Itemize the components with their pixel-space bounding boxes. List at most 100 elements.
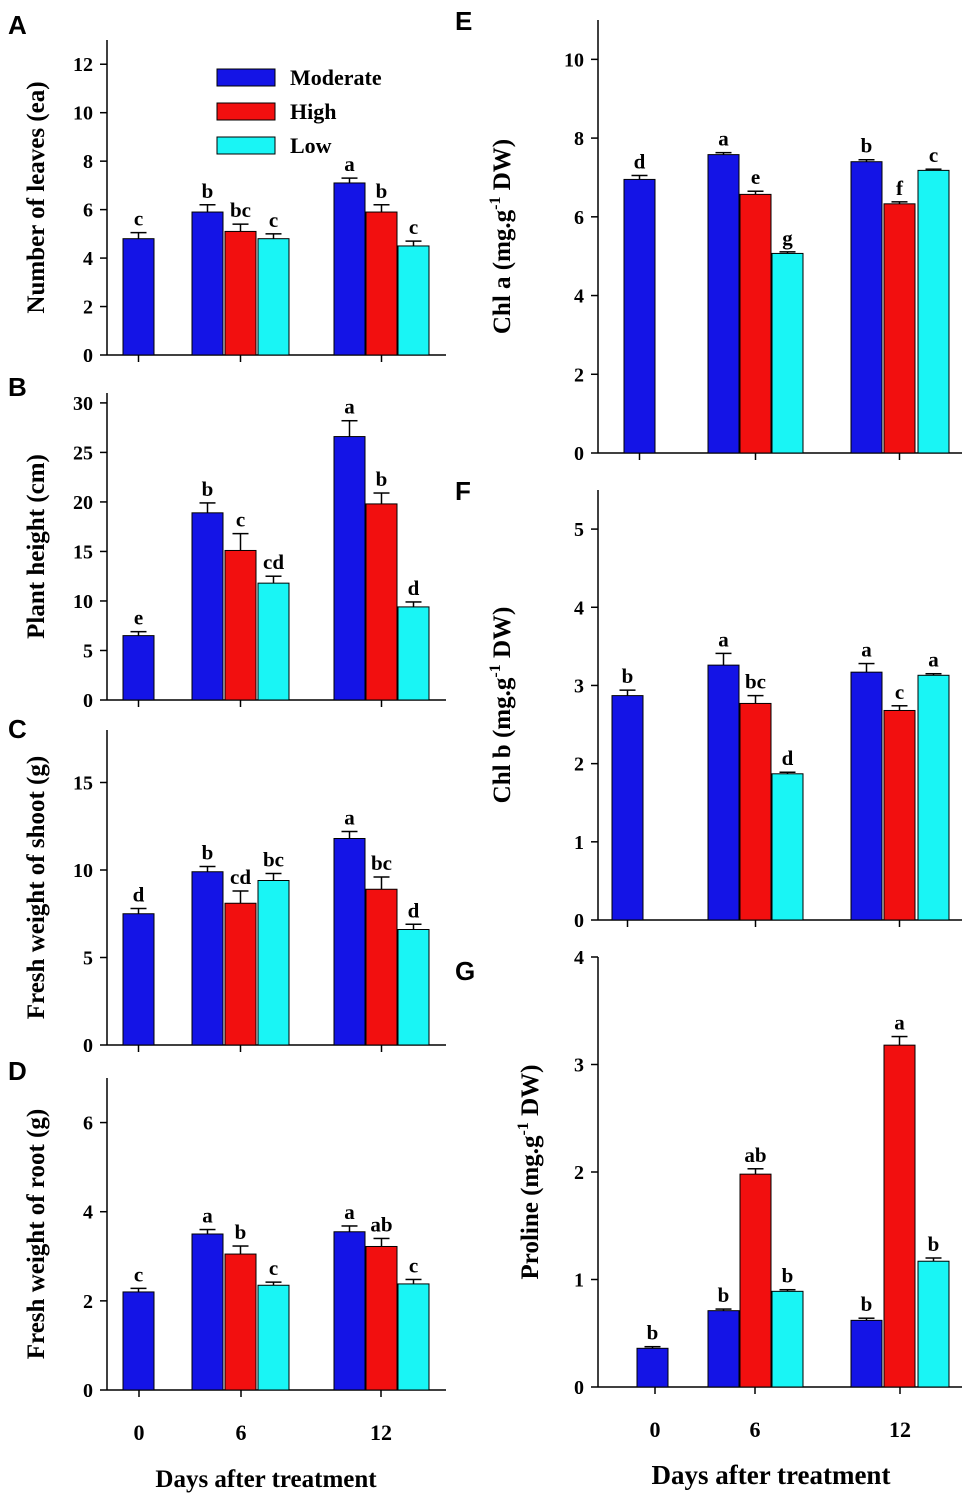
bar-high-day6 <box>739 702 772 921</box>
bar-moderate-day12 <box>850 1319 883 1388</box>
bar-moderate-day12 <box>850 161 883 454</box>
significance-letter: b <box>376 467 388 491</box>
y-tick-label: 10 <box>564 49 584 71</box>
bar-high-day6 <box>739 1173 772 1388</box>
significance-letter: d <box>133 883 145 907</box>
y-tick-label: 5 <box>83 640 93 662</box>
significance-letter: c <box>409 1253 418 1277</box>
bar-low-day12 <box>397 1283 430 1391</box>
bar-moderate-day0 <box>122 238 155 356</box>
y-tick-label: 12 <box>73 54 93 76</box>
bar-low-day12 <box>397 606 430 701</box>
y-tick-label: 6 <box>83 1113 93 1135</box>
significance-letter: c <box>895 680 904 704</box>
significance-letter: e <box>134 606 143 630</box>
significance-letter: a <box>718 627 729 651</box>
significance-letter: b <box>622 664 634 688</box>
significance-letter: a <box>344 806 355 830</box>
significance-letter: cd <box>263 550 284 574</box>
y-tick-label: 3 <box>574 1055 584 1077</box>
panel-letter: E <box>455 6 472 36</box>
bar-low-day6 <box>771 1290 804 1388</box>
bar-moderate-day0 <box>122 1291 155 1391</box>
bar-high-day6 <box>224 230 257 356</box>
bar-moderate-day6 <box>191 871 224 1046</box>
significance-letter: b <box>718 1283 730 1307</box>
x-axis-title-left: Days after treatment <box>155 1466 377 1493</box>
bar-high-day6 <box>224 902 257 1046</box>
panel-e: E 0 2 4 6 8 10 Chl a (mg.g-1 DW) d ae g bf c <box>455 6 962 465</box>
bar-moderate-day0 <box>122 913 155 1046</box>
significance-letter: a <box>718 127 729 151</box>
bar-high-day12 <box>365 888 398 1046</box>
significance-letter: e <box>751 165 760 189</box>
significance-letter: c <box>134 1262 143 1286</box>
y-tick-label: 1 <box>574 832 584 854</box>
bar-moderate-day12 <box>333 838 366 1046</box>
y-axis-title: Proline (mg.g-1 DW) <box>515 1065 544 1280</box>
y-axis-title: Number of leaves (ea) <box>23 81 50 313</box>
significance-letter: a <box>344 1200 355 1224</box>
x-tick-label: 0 <box>134 1420 145 1445</box>
significance-letter: d <box>408 576 420 600</box>
bar-moderate-day12 <box>333 182 366 356</box>
y-tick-label: 2 <box>574 364 584 386</box>
panel-letter: C <box>8 714 27 744</box>
y-tick-label: 10 <box>73 860 93 882</box>
bar-high-day12 <box>883 1044 916 1388</box>
y-tick-label: 2 <box>574 754 584 776</box>
bar-high-day12 <box>883 203 916 454</box>
significance-letter: bc <box>263 848 284 872</box>
y-tick-label: 4 <box>574 597 584 619</box>
significance-letter: bc <box>745 670 766 694</box>
significance-letter: c <box>236 508 245 532</box>
y-axis-title: Plant height (cm) <box>23 454 50 639</box>
bar-low-day6 <box>771 252 804 454</box>
bar-moderate-day12 <box>333 1231 366 1391</box>
y-tick-label: 4 <box>83 1202 93 1224</box>
y-tick-label: 4 <box>574 286 584 308</box>
significance-letter: cd <box>230 865 251 889</box>
legend-swatch-moderate <box>216 68 276 87</box>
legend-swatch-high <box>216 102 276 121</box>
y-tick-label: 0 <box>574 443 584 465</box>
bar-high-day12 <box>365 1245 398 1391</box>
y-tick-label: 4 <box>574 947 584 969</box>
y-tick-label: 0 <box>83 1380 93 1402</box>
significance-letter: b <box>861 1292 873 1316</box>
panel-letter: A <box>8 10 27 40</box>
y-tick-label: 8 <box>574 128 584 150</box>
legend-swatch-low <box>216 136 276 155</box>
y-tick-label: 0 <box>574 1377 584 1399</box>
significance-letter: c <box>929 143 938 167</box>
bar-low-day6 <box>257 238 290 356</box>
significance-letter: d <box>782 746 794 770</box>
bar-low-day6 <box>771 773 804 921</box>
bar-moderate-day6 <box>191 512 224 701</box>
significance-letter: b <box>376 179 388 203</box>
panel-letter: F <box>455 476 471 506</box>
y-tick-label: 0 <box>83 345 93 367</box>
y-tick-label: 0 <box>83 690 93 712</box>
significance-letter: c <box>134 207 143 231</box>
significance-letter: b <box>202 477 214 501</box>
y-tick-label: 10 <box>73 103 93 125</box>
x-axis-title-right: Days after treatment <box>652 1460 891 1490</box>
x-tick-label: 12 <box>370 1420 392 1445</box>
x-tick-label: 6 <box>750 1417 761 1442</box>
legend: Moderate High Low <box>216 65 382 158</box>
bar-moderate-day6 <box>707 1310 740 1388</box>
significance-letter: a <box>344 152 355 176</box>
bar-moderate-day0 <box>636 1347 669 1388</box>
significance-letter: bc <box>371 851 392 875</box>
bar-high-day6 <box>224 1253 257 1391</box>
y-tick-label: 5 <box>83 948 93 970</box>
bar-low-day12 <box>917 1260 950 1388</box>
y-tick-label: 6 <box>574 207 584 229</box>
